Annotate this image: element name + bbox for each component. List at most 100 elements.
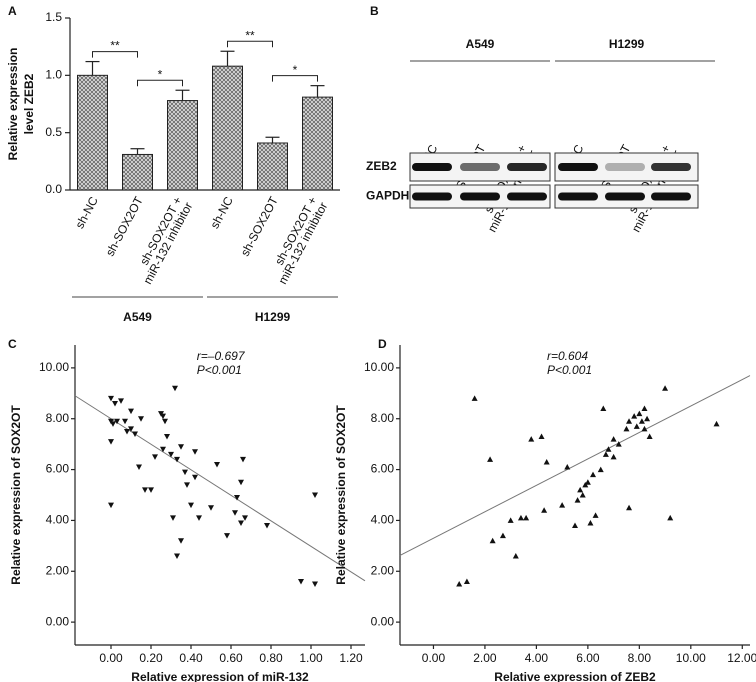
point xyxy=(142,487,148,493)
point xyxy=(597,466,604,473)
point xyxy=(605,446,612,452)
bar xyxy=(212,65,243,191)
point xyxy=(579,492,586,498)
annotation: r=0.604 xyxy=(547,349,588,363)
point xyxy=(471,395,478,401)
point xyxy=(152,454,158,460)
point xyxy=(541,507,548,513)
y-axis-title: Relative expression of SOX2OT xyxy=(334,405,348,585)
point xyxy=(507,517,514,523)
y-tick-label: 10.00 xyxy=(39,360,69,374)
point xyxy=(592,512,599,518)
x-tick-label: sh-NC xyxy=(208,194,236,231)
x-tick-label: 1.00 xyxy=(299,651,323,665)
x-tick-label: 2.00 xyxy=(473,651,497,665)
point xyxy=(600,405,607,412)
significance-bracket xyxy=(227,40,273,48)
y-tick-label: 0.00 xyxy=(46,614,70,628)
point xyxy=(128,408,134,415)
x-tick-label: 0.20 xyxy=(139,651,163,665)
point xyxy=(192,449,198,455)
panel-label: D xyxy=(378,337,387,351)
point xyxy=(136,464,142,471)
point xyxy=(626,418,633,424)
point xyxy=(512,553,519,559)
point xyxy=(242,515,248,521)
point xyxy=(636,410,643,417)
point xyxy=(238,479,244,486)
blot-band xyxy=(507,192,547,201)
x-tick-label-line: sh-SOX2OT xyxy=(103,194,146,259)
row-label: GAPDH xyxy=(366,189,409,203)
x-tick-label: 4.00 xyxy=(525,651,549,665)
point xyxy=(108,395,114,402)
point xyxy=(667,514,674,521)
panel-label: A xyxy=(8,4,17,18)
bar xyxy=(122,153,153,191)
point xyxy=(590,471,597,478)
blot-band xyxy=(412,192,452,201)
point xyxy=(224,533,230,539)
point xyxy=(112,400,118,407)
x-tick-label-line: sh-NC xyxy=(208,194,236,231)
point xyxy=(240,456,246,463)
significance-bracket xyxy=(272,75,318,82)
x-tick-label: sh-NC xyxy=(73,194,101,231)
y-tick-label: 8.00 xyxy=(46,411,70,425)
x-tick-label-line: sh-NC xyxy=(73,194,101,231)
point xyxy=(174,456,180,463)
point xyxy=(214,461,220,468)
y-tick-label: 10.00 xyxy=(364,360,394,374)
point xyxy=(178,538,184,544)
point xyxy=(184,482,190,488)
y-tick-label: 0.0 xyxy=(45,182,62,196)
point xyxy=(178,444,184,450)
point xyxy=(124,428,130,435)
point xyxy=(638,418,645,424)
bar xyxy=(302,96,333,191)
x-tick-label: sh-SOX2OT xyxy=(103,194,146,259)
x-tick-label: 8.00 xyxy=(628,651,652,665)
point xyxy=(662,385,669,391)
y-axis-title-line: Relative expression xyxy=(6,48,20,161)
point xyxy=(114,418,120,425)
x-tick-label: 0.40 xyxy=(179,651,203,665)
x-tick-label: 1.20 xyxy=(339,651,363,665)
point xyxy=(108,502,114,509)
y-tick-label: 8.00 xyxy=(371,411,395,425)
x-tick-label: 0.60 xyxy=(219,651,243,665)
point xyxy=(559,502,566,508)
point xyxy=(631,413,638,419)
point xyxy=(456,580,463,587)
point xyxy=(208,505,214,511)
significance-bracket xyxy=(92,51,138,58)
point xyxy=(172,385,178,392)
blot-band xyxy=(558,192,598,201)
point xyxy=(572,522,578,529)
point xyxy=(196,515,202,521)
x-tick-label-line: sh-SOX2OT xyxy=(238,194,281,259)
point xyxy=(128,426,134,432)
point xyxy=(298,578,304,585)
point xyxy=(182,469,188,476)
point xyxy=(564,464,571,470)
point xyxy=(238,520,244,526)
x-tick-label: 0.80 xyxy=(259,651,283,665)
blot-band xyxy=(558,163,598,171)
point xyxy=(160,446,166,453)
significance-label: * xyxy=(158,67,163,81)
point xyxy=(148,487,154,493)
point xyxy=(644,415,651,422)
group-label: A549 xyxy=(123,310,152,324)
y-axis-title: Relative expression level ZEB2 xyxy=(6,48,36,161)
point xyxy=(641,405,648,412)
panel-label: C xyxy=(8,337,17,351)
point xyxy=(499,532,506,539)
point xyxy=(641,425,648,432)
x-tick-label: 6.00 xyxy=(576,651,600,665)
blot-band xyxy=(651,163,691,171)
point xyxy=(538,433,545,440)
fit-line xyxy=(399,375,751,556)
blot-band xyxy=(651,192,691,201)
